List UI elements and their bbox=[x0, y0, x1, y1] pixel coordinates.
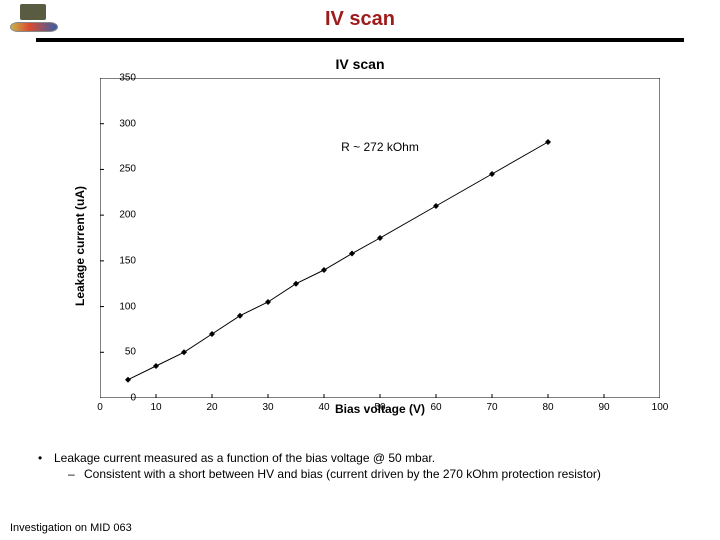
ytick: 0 bbox=[106, 393, 136, 404]
ytick: 150 bbox=[106, 255, 136, 266]
xtick: 60 bbox=[430, 402, 441, 413]
chart-title: IV scan bbox=[60, 56, 660, 72]
bullet-2: Consistent with a short between HV and b… bbox=[36, 466, 684, 482]
xtick: 20 bbox=[206, 402, 217, 413]
chart-plot: 0501001502002503003500102030405060708090… bbox=[100, 78, 660, 398]
bullets: Leakage current measured as a function o… bbox=[36, 450, 684, 482]
xtick: 40 bbox=[318, 402, 329, 413]
ytick: 350 bbox=[106, 73, 136, 84]
xtick: 30 bbox=[262, 402, 273, 413]
header: IV scan bbox=[0, 8, 720, 31]
page-title: IV scan bbox=[325, 8, 395, 30]
slide: IV scan IV scan Leakage current (uA) 0 50… bbox=[0, 0, 720, 540]
ytick: 250 bbox=[106, 164, 136, 175]
xtick: 70 bbox=[486, 402, 497, 413]
xtick: 50 bbox=[374, 402, 385, 413]
chart-annotation: R ~ 272 kOhm bbox=[341, 140, 419, 154]
xtick: 10 bbox=[150, 402, 161, 413]
xtick: 80 bbox=[542, 402, 553, 413]
xtick: 0 bbox=[97, 402, 103, 413]
ytick: 50 bbox=[106, 347, 136, 358]
title-rule bbox=[36, 38, 684, 42]
xtick: 100 bbox=[652, 402, 669, 413]
ytick: 300 bbox=[106, 118, 136, 129]
xtick: 90 bbox=[598, 402, 609, 413]
ytick: 100 bbox=[106, 301, 136, 312]
chart-svg bbox=[100, 78, 660, 398]
ytick: 200 bbox=[106, 210, 136, 221]
bullet-1: Leakage current measured as a function o… bbox=[36, 450, 684, 466]
footer: Investigation on MID 063 bbox=[10, 522, 132, 534]
chart-ylabel: Leakage current (uA) bbox=[73, 186, 87, 306]
chart: IV scan Leakage current (uA) 05010015020… bbox=[60, 56, 660, 436]
